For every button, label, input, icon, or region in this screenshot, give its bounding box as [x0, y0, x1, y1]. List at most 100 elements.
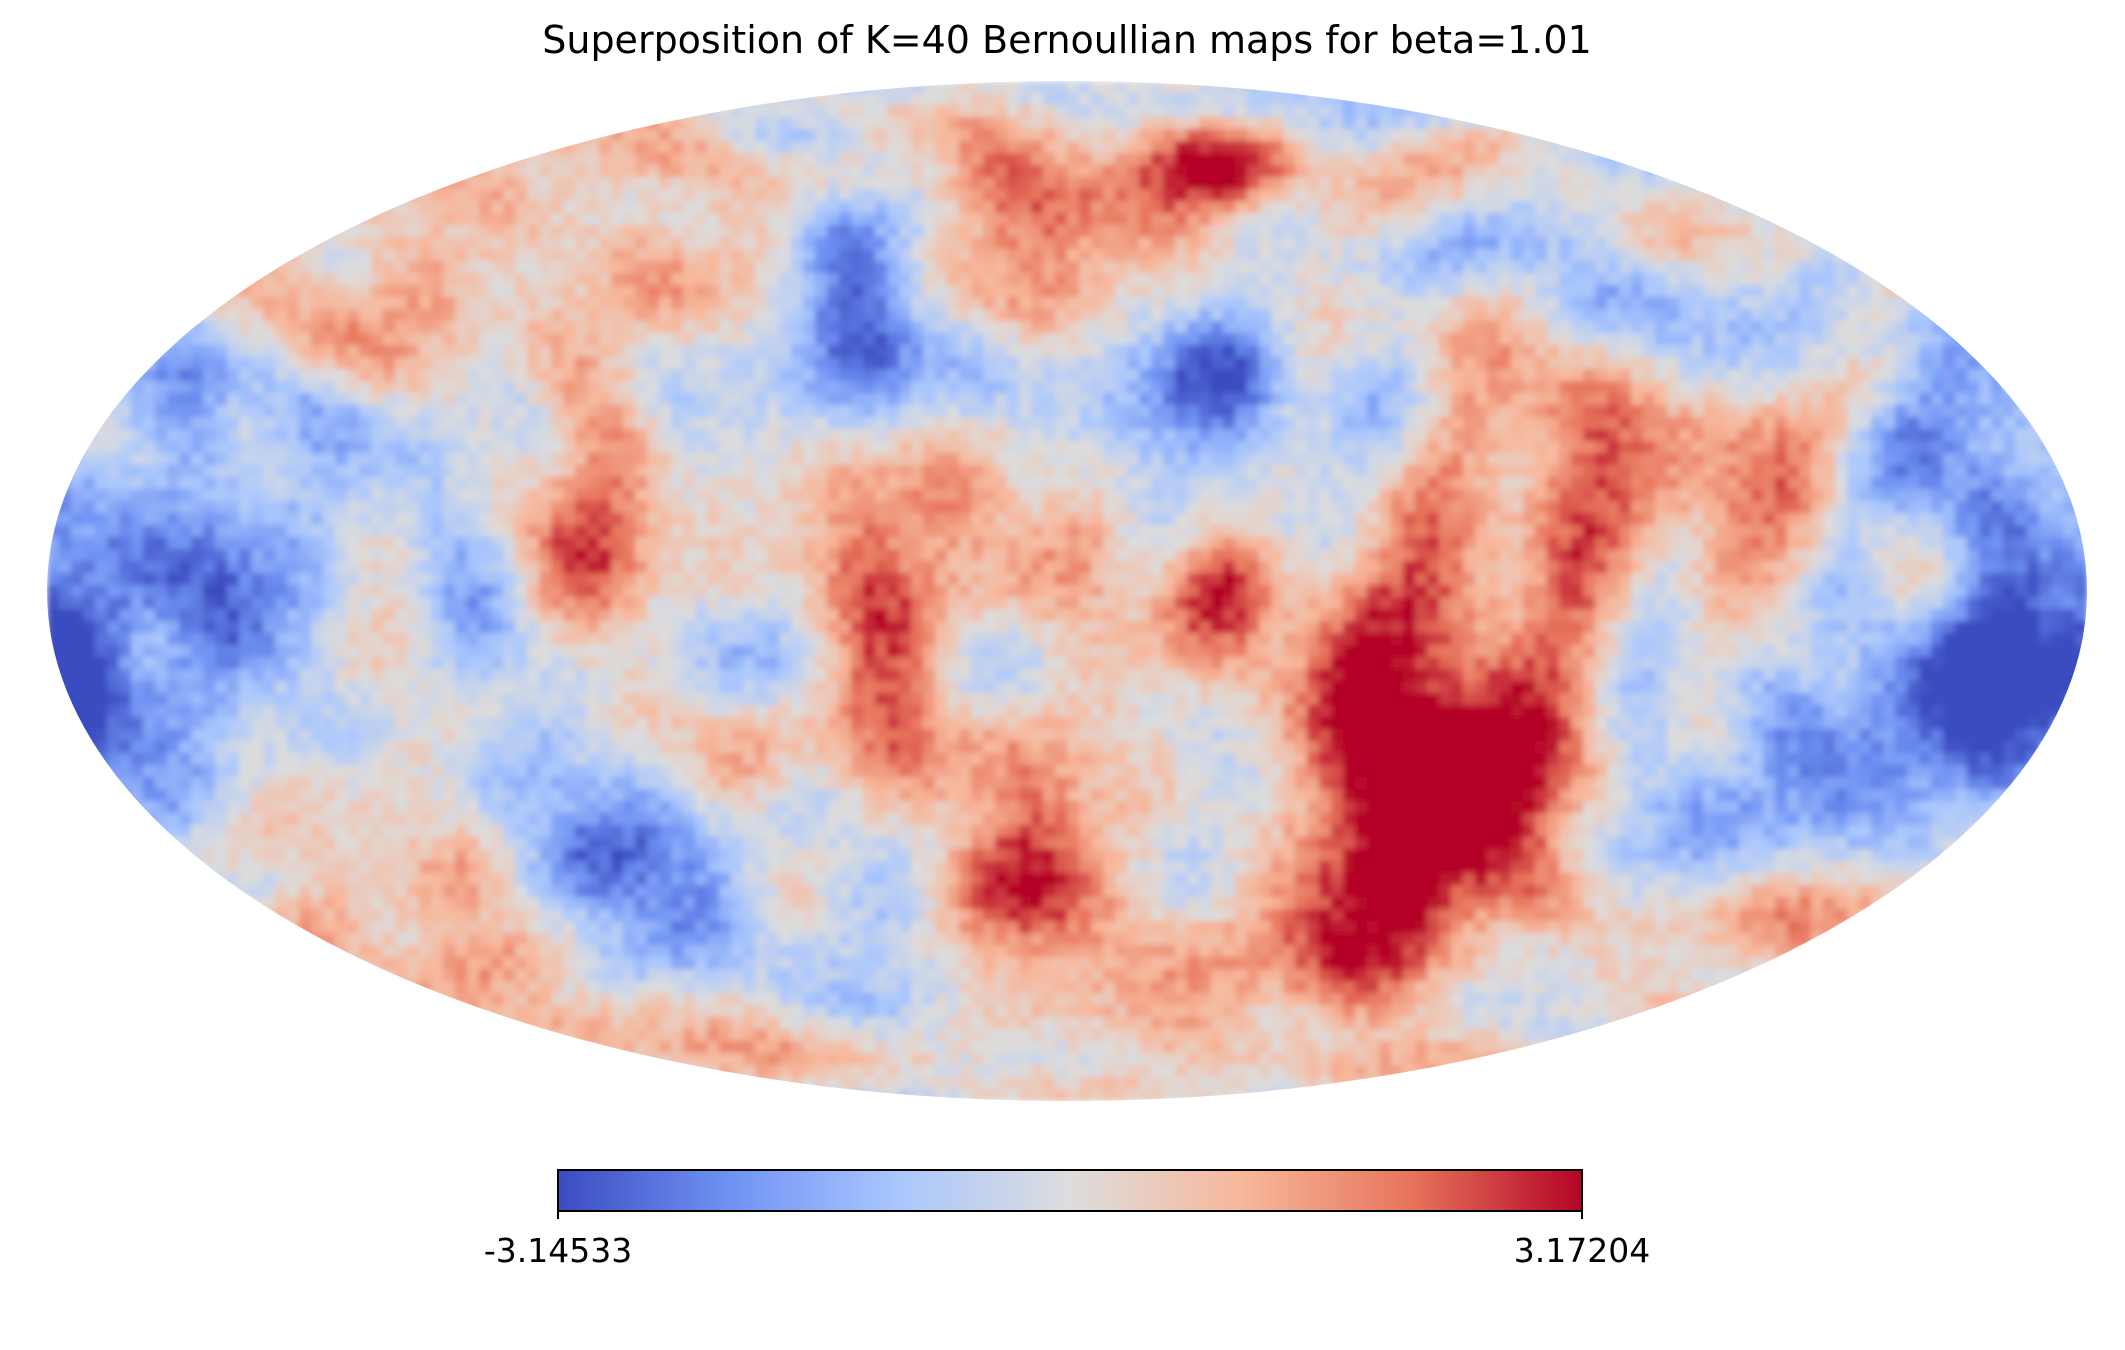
map-pixel: [1091, 525, 1104, 538]
map-pixel: [875, 81, 888, 94]
map-pixel: [1391, 165, 1404, 178]
map-pixel: [1211, 309, 1224, 322]
map-pixel: [2015, 489, 2028, 502]
map-pixel: [59, 465, 72, 478]
map-pixel: [875, 237, 888, 250]
map-pixel: [1115, 153, 1128, 166]
map-pixel: [107, 393, 120, 406]
map-pixel: [827, 417, 840, 430]
map-pixel: [1295, 189, 1308, 202]
map-pixel: [1607, 309, 1620, 322]
map-pixel: [1475, 177, 1488, 190]
map-pixel: [1031, 213, 1044, 226]
map-pixel: [1667, 189, 1680, 202]
map-pixel: [1235, 309, 1248, 322]
map-pixel: [719, 129, 732, 142]
map-pixel: [1739, 321, 1752, 334]
map-pixel: [1187, 345, 1200, 358]
map-pixel: [1247, 165, 1260, 178]
map-pixel: [719, 357, 732, 370]
map-pixel: [431, 477, 444, 490]
map-pixel: [1067, 105, 1080, 118]
map-pixel: [1331, 93, 1344, 106]
map-pixel: [839, 525, 852, 538]
map-pixel: [1955, 345, 1968, 358]
map-pixel: [443, 393, 456, 406]
map-pixel: [1883, 453, 1896, 466]
map-pixel: [1679, 213, 1692, 226]
map-pixel: [791, 381, 804, 394]
map-pixel: [251, 333, 264, 346]
map-pixel: [1091, 81, 1104, 94]
map-pixel: [1223, 141, 1236, 154]
map-pixel: [611, 285, 624, 298]
map-pixel: [683, 429, 696, 442]
map-pixel: [347, 429, 360, 442]
map-pixel: [1079, 129, 1092, 142]
map-pixel: [1331, 333, 1344, 346]
map-pixel: [191, 477, 204, 490]
map-pixel: [599, 225, 612, 238]
map-pixel: [539, 321, 552, 334]
map-pixel: [1211, 345, 1224, 358]
map-pixel: [995, 441, 1008, 454]
map-pixel: [1583, 477, 1596, 490]
map-pixel: [107, 429, 120, 442]
map-pixel: [419, 405, 432, 418]
map-pixel: [167, 513, 180, 526]
map-pixel: [1835, 309, 1848, 322]
map-pixel: [1103, 117, 1116, 130]
map-pixel: [803, 489, 816, 502]
map-pixel: [467, 489, 480, 502]
map-pixel: [1619, 513, 1632, 526]
map-pixel: [1175, 105, 1188, 118]
map-pixel: [1979, 465, 1992, 478]
map-pixel: [323, 381, 336, 394]
map-pixel: [1727, 393, 1740, 406]
map-pixel: [491, 177, 504, 190]
map-pixel: [419, 369, 432, 382]
map-pixel: [599, 429, 612, 442]
map-pixel: [1355, 177, 1368, 190]
map-pixel: [575, 381, 588, 394]
map-pixel: [1319, 297, 1332, 310]
map-pixel: [851, 285, 864, 298]
map-pixel: [1391, 237, 1404, 250]
map-pixel: [1703, 309, 1716, 322]
map-pixel: [1199, 369, 1212, 382]
map-pixel: [1703, 453, 1716, 466]
map-pixel: [1079, 477, 1092, 490]
map-pixel: [983, 249, 996, 262]
map-pixel: [875, 141, 888, 154]
map-pixel: [935, 345, 948, 358]
map-pixel: [1139, 273, 1152, 286]
map-pixel: [923, 153, 936, 166]
map-pixel: [575, 141, 588, 154]
map-pixel: [947, 489, 960, 502]
map-pixel: [647, 405, 660, 418]
map-pixel: [1115, 345, 1128, 358]
map-pixel: [551, 429, 564, 442]
map-pixel: [1799, 417, 1812, 430]
map-pixel: [551, 285, 564, 298]
map-pixel: [1259, 153, 1272, 166]
map-pixel: [863, 165, 876, 178]
map-pixel: [947, 417, 960, 430]
map-pixel: [659, 453, 672, 466]
map-pixel: [1655, 177, 1668, 190]
map-pixel: [203, 381, 216, 394]
map-pixel: [1679, 441, 1692, 454]
map-pixel: [983, 153, 996, 166]
map-pixel: [1007, 357, 1020, 370]
map-pixel: [959, 237, 972, 250]
map-pixel: [1631, 237, 1644, 250]
map-pixel: [1175, 357, 1188, 370]
map-pixel: [899, 153, 912, 166]
map-pixel: [635, 129, 648, 142]
map-pixel: [695, 465, 708, 478]
map-pixel: [1151, 501, 1164, 514]
map-pixel: [371, 513, 384, 526]
map-pixel: [395, 393, 408, 406]
map-pixel: [239, 417, 252, 430]
map-pixel: [959, 417, 972, 430]
